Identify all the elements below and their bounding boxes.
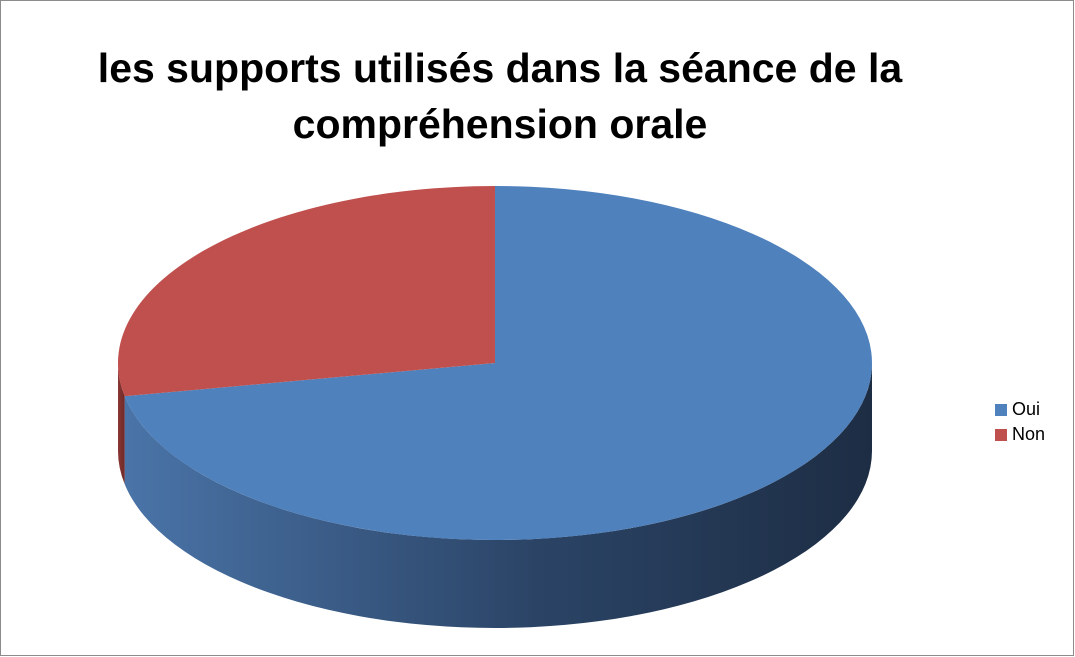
legend-swatch [995,429,1007,441]
legend-label: Oui [1012,399,1040,419]
legend-label: Non [1012,424,1045,444]
pie-side [118,363,125,485]
pie-side [124,363,872,629]
legend-swatch [995,404,1007,416]
pie-slice [117,186,495,397]
pie-slice [124,186,872,540]
chart-title: les supports utilisés dans la séance de … [97,45,903,147]
